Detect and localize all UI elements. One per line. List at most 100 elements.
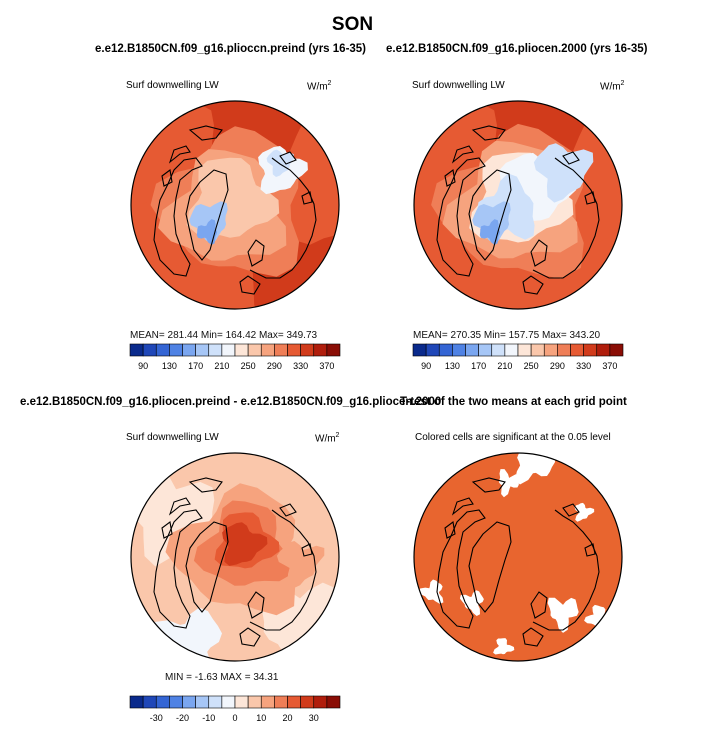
colorbar-1-swatch — [169, 343, 183, 357]
map-2-coastline — [468, 169, 512, 261]
colorbar-2-swatch — [412, 343, 427, 357]
map-4-coastline — [522, 627, 544, 647]
panel-4-map — [413, 452, 623, 662]
colorbar-3-swatch — [247, 695, 262, 709]
colorbar-3-tick-label: 0 — [232, 713, 237, 723]
colorbar-2-tick-label: 370 — [602, 361, 617, 371]
map-2-coastline — [436, 157, 486, 277]
colorbar-3-tick-label: 30 — [309, 713, 319, 723]
colorbar-1-swatch — [129, 343, 144, 357]
colorbar-3-swatch — [208, 695, 223, 709]
panel-1-title: e.e12.B1850CN.f09_g16.plioccn.preind (yr… — [95, 43, 367, 55]
colorbar-1-swatch — [247, 343, 262, 357]
colorbar-1-swatch — [260, 343, 275, 357]
colorbar-2-tick-label: 90 — [421, 361, 431, 371]
colorbar-3-swatch — [195, 695, 210, 709]
map-1-coastline — [279, 151, 297, 165]
colorbar-1-swatch — [300, 343, 315, 357]
colorbar-2-tick-label: 250 — [524, 361, 539, 371]
map-3-coastline — [239, 627, 261, 647]
colorbar-2-swatch — [465, 343, 479, 357]
colorbar-2-swatch — [596, 343, 611, 357]
panel-1-map — [130, 100, 340, 310]
colorbar-2-swatch — [517, 343, 532, 357]
colorbar-1-swatch — [182, 343, 196, 357]
panel-3-stats: MIN = -1.63 MAX = 34.31 — [165, 672, 279, 683]
colorbar-3-swatch — [169, 695, 183, 709]
map-1-coastline — [168, 145, 191, 164]
colorbar-2-tick-label: 130 — [445, 361, 460, 371]
panel-4-subtitle: Colored cells are significant at the 0.0… — [415, 432, 611, 443]
map-4-coastline — [444, 521, 456, 539]
map-2-coastline — [522, 275, 544, 295]
panel-4-title: T-test of the two means at each grid poi… — [400, 396, 627, 408]
colorbar-2-swatch — [609, 343, 624, 357]
colorbar-3-swatch — [142, 695, 157, 709]
map-3-coastline — [247, 591, 265, 619]
colorbar-2-tick-label: 170 — [471, 361, 486, 371]
panel-3-units: W/m2 — [315, 432, 340, 445]
colorbar-3-swatch — [274, 695, 288, 709]
panel-2-map — [413, 100, 623, 310]
panel-2-colorbar: 90 130 170 210 250 290 330 370 — [412, 343, 624, 371]
map-1-coastline — [301, 191, 313, 205]
map-3-coastline — [185, 521, 229, 613]
map-2-contour-region — [533, 143, 594, 203]
colorbar-3-tick-label: 20 — [282, 713, 292, 723]
map-1-contour-region — [266, 149, 294, 177]
map-1-coastline — [239, 275, 261, 295]
panel-2-title: e.e12.B1850CN.f09_g16.pliocen.2000 (yrs … — [386, 43, 648, 55]
colorbar-1-tick-label: 250 — [241, 361, 256, 371]
colorbar-3-tick-label: -30 — [150, 713, 163, 723]
map-3-coastline — [161, 521, 173, 539]
colorbar-2-swatch — [570, 343, 584, 357]
figure-title: SON — [331, 14, 374, 35]
colorbar-3-swatch — [313, 695, 328, 709]
colorbar-3-tick-label: -10 — [202, 713, 215, 723]
colorbar-2-swatch — [438, 343, 453, 357]
colorbar-2-swatch — [452, 343, 466, 357]
colorbar-1-swatch — [142, 343, 157, 357]
colorbar-3-swatch — [155, 695, 170, 709]
colorbar-1-swatch — [326, 343, 341, 357]
colorbar-2-swatch — [478, 343, 493, 357]
map-1-coastline — [153, 157, 203, 277]
map-3-boundary — [130, 452, 340, 662]
map-4-coastline — [562, 503, 580, 517]
colorbar-2-tick-label: 290 — [550, 361, 565, 371]
map-2-boundary — [413, 100, 623, 310]
map-3-coastline — [301, 543, 313, 557]
panel-3-colorbar: -30 -20 -10 0 10 20 30 — [129, 695, 341, 723]
colorbar-2-tick-label: 330 — [576, 361, 591, 371]
map-4-coastline — [532, 509, 600, 631]
panel-2-units: W/m2 — [600, 80, 625, 93]
map-4-contour-region — [547, 597, 579, 633]
colorbar-3-swatch — [300, 695, 315, 709]
panel-3-map — [130, 452, 340, 662]
map-4-boundary — [413, 452, 623, 662]
map-4-contour-region — [574, 502, 595, 522]
map-4-coastline — [451, 497, 474, 516]
colorbar-1-tick-label: 90 — [138, 361, 148, 371]
colorbar-1-swatch — [313, 343, 328, 357]
colorbar-2-swatch — [504, 343, 519, 357]
colorbar-2-swatch — [425, 343, 440, 357]
panel-3-subtitle: Surf downwelling LW — [126, 432, 219, 443]
colorbar-3-swatch — [287, 695, 301, 709]
colorbar-1-swatch — [221, 343, 236, 357]
colorbar-3-swatch — [260, 695, 275, 709]
panel-1-units: W/m2 — [307, 80, 332, 93]
map-3-coastline — [168, 497, 191, 516]
colorbar-1-tick-label: 170 — [188, 361, 203, 371]
map-2-coastline — [451, 145, 474, 164]
colorbar-2-swatch — [583, 343, 598, 357]
colorbar-1-tick-label: 330 — [293, 361, 308, 371]
map-4-contour-region — [514, 453, 556, 485]
map-4-coastline — [530, 591, 548, 619]
colorbar-3-tick-label: -20 — [176, 713, 189, 723]
map-3-coastline — [279, 503, 297, 517]
colorbar-1-tick-label: 210 — [214, 361, 229, 371]
map-3-coastline — [153, 509, 203, 629]
panel-3-title: e.e12.B1850CN.f09_g16.pliocen.preind - e… — [20, 396, 442, 408]
map-1-coastline — [249, 157, 317, 279]
